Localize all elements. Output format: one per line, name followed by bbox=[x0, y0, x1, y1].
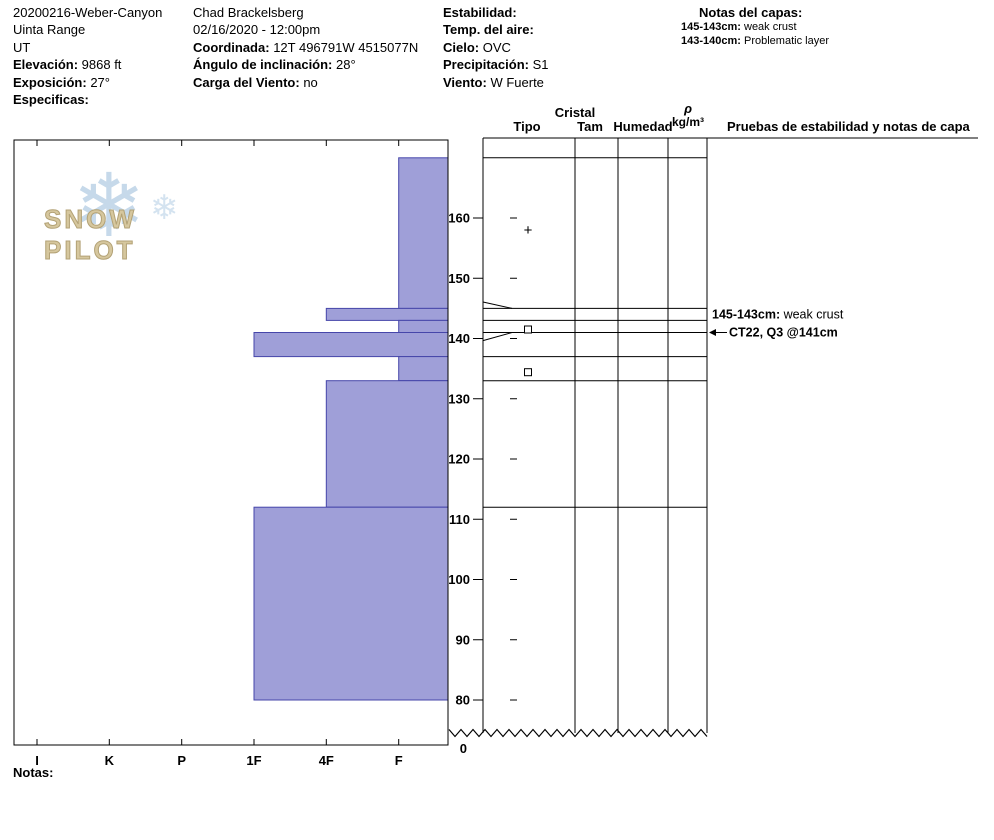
stability-annotation: 145-143cm: weak crust bbox=[712, 307, 844, 321]
column-header-cristal: Cristal bbox=[554, 105, 596, 120]
weather-info-column: Estabilidad: Temp. del aire: Cielo: OVC … bbox=[443, 4, 549, 91]
wind-label: Viento: bbox=[443, 74, 487, 90]
depth-break-zigzag bbox=[448, 728, 708, 738]
layer-notes-title: Notas del capas: bbox=[699, 5, 803, 20]
depth-axis-label: 80 bbox=[456, 693, 470, 708]
hardness-axis-label: P bbox=[177, 753, 186, 768]
column-header-stability-tests: Pruebas de estabilidad y notas de capa bbox=[727, 119, 970, 134]
aspect-value: 27° bbox=[90, 74, 110, 90]
hardness-bar bbox=[325, 380, 449, 508]
precip-row: Precipitación: S1 bbox=[443, 56, 549, 73]
depth-axis-label: 120 bbox=[448, 452, 470, 467]
layer-notes-column: Notas del capas: 145-143cm: weak crust 1… bbox=[681, 4, 881, 48]
footer-notes-row: Notas: bbox=[13, 765, 53, 780]
column-header-rho: ρ bbox=[684, 101, 692, 116]
layer-note: 143-140cm: Problematic layer bbox=[681, 35, 881, 49]
observer-info-column: Chad Brackelsberg 02/16/2020 - 12:00pm C… bbox=[193, 4, 418, 91]
depth-axis-zero-label: 0 bbox=[460, 741, 467, 756]
layer-connector-line bbox=[482, 332, 513, 342]
wind-loading-value: no bbox=[303, 74, 318, 90]
coordinates-row: Coordinada: 12T 496791W 4515077N bbox=[193, 39, 418, 56]
slope-angle-value: 28° bbox=[336, 57, 356, 73]
hardness-bar bbox=[253, 332, 449, 358]
hardness-bar bbox=[325, 307, 449, 321]
facets-symbol bbox=[524, 368, 532, 377]
wind-value: W Fuerte bbox=[490, 74, 544, 90]
hardness-bar bbox=[398, 319, 449, 333]
annotation-arrowhead-icon bbox=[709, 328, 716, 336]
elevation-value: 9868 ft bbox=[81, 57, 122, 73]
sky-value: OVC bbox=[482, 39, 511, 55]
footer-notes-label: Notas: bbox=[13, 765, 54, 780]
precip-label: Precipitación: bbox=[443, 57, 529, 73]
hardness-axis-label: 4F bbox=[319, 753, 334, 768]
column-header-rho-units: kg/m³ bbox=[671, 115, 705, 129]
column-header-tam: Tam bbox=[577, 119, 603, 134]
site-info-column: 20200216-Weber-Canyon Uinta Range UT Ele… bbox=[13, 4, 162, 108]
slope-angle-label: Ángulo de inclinación: bbox=[193, 57, 333, 73]
layer-note-label: 145-143cm: bbox=[681, 21, 741, 33]
observation-datetime: 02/16/2020 - 12:00pm bbox=[193, 22, 321, 38]
column-header-humedad: Humedad bbox=[613, 119, 673, 134]
layer-connector-line bbox=[482, 301, 513, 309]
sky-label: Cielo: bbox=[443, 39, 480, 55]
wind-loading-row: Carga del Viento: no bbox=[193, 74, 418, 91]
hardness-axis-label: K bbox=[105, 753, 115, 768]
layer-note-text: weak crust bbox=[744, 21, 797, 33]
layer-note-text: Problematic layer bbox=[744, 34, 829, 47]
observer-name: Chad Brackelsberg bbox=[193, 5, 304, 20]
elevation-row: Elevación: 9868 ft bbox=[13, 56, 162, 73]
hardness-axis-label: 1F bbox=[246, 753, 261, 768]
aspect-row: Exposición: 27° bbox=[13, 74, 162, 91]
specifics-label: Especificas: bbox=[13, 92, 89, 108]
hardness-chart-frame bbox=[13, 139, 449, 746]
hardness-axis-label: F bbox=[395, 753, 403, 768]
layer-note-label: 143-140cm: bbox=[681, 34, 741, 47]
depth-axis-label: 130 bbox=[448, 391, 470, 406]
elevation-label: Elevación: bbox=[13, 57, 79, 73]
mountain-range: Uinta Range bbox=[13, 22, 86, 38]
coordinates-value: 12T 496791W 4515077N bbox=[273, 39, 419, 55]
wind-row: Viento: W Fuerte bbox=[443, 74, 549, 91]
state: UT bbox=[13, 39, 31, 55]
air-temp-row: Temp. del aire: bbox=[443, 21, 549, 38]
specifics-row: Especificas: bbox=[13, 91, 162, 108]
coordinates-label: Coordinada: bbox=[193, 39, 270, 55]
hardness-bar bbox=[253, 506, 449, 701]
pit-name: 20200216-Weber-Canyon bbox=[13, 5, 163, 20]
new-snow-symbol: + bbox=[524, 222, 533, 239]
layer-note: 145-143cm: weak crust bbox=[681, 21, 881, 35]
column-header-tipo: Tipo bbox=[513, 119, 541, 134]
depth-axis-label: 140 bbox=[448, 331, 470, 346]
precip-value: S1 bbox=[532, 57, 549, 73]
stability-label: Estabilidad: bbox=[443, 5, 517, 20]
air-temp-label: Temp. del aire: bbox=[443, 22, 534, 38]
depth-axis-label: 160 bbox=[448, 211, 470, 226]
stability-row: Estabilidad: bbox=[443, 4, 549, 21]
depth-axis-label: 90 bbox=[456, 632, 470, 647]
depth-axis-label: 150 bbox=[448, 271, 470, 286]
hardness-bar bbox=[398, 157, 449, 309]
hardness-bar bbox=[398, 356, 449, 382]
depth-axis-label: 100 bbox=[448, 572, 470, 587]
aspect-label: Exposición: bbox=[13, 74, 87, 90]
wind-loading-label: Carga del Viento: bbox=[193, 74, 300, 90]
stability-annotation: CT22, Q3 @141cm bbox=[729, 326, 838, 340]
depth-axis-label: 110 bbox=[449, 512, 470, 527]
hardness-axis-label: I bbox=[35, 753, 39, 768]
facets-symbol bbox=[524, 325, 532, 334]
slope-angle-row: Ángulo de inclinación: 28° bbox=[193, 56, 418, 73]
sky-row: Cielo: OVC bbox=[443, 39, 549, 56]
